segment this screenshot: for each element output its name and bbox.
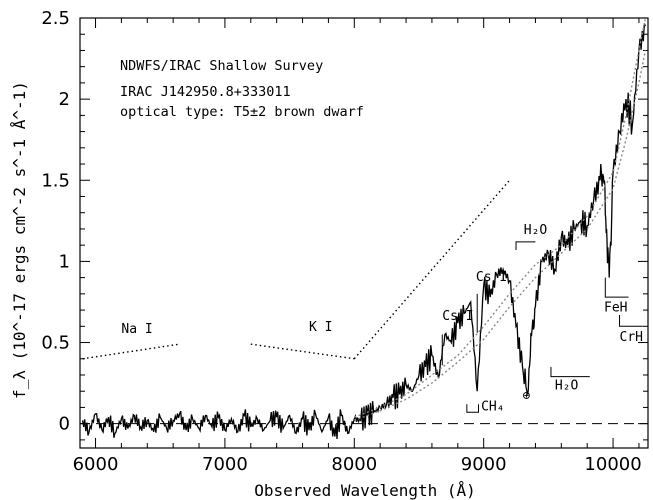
h2o-bracket-lower xyxy=(550,366,590,378)
feature-label: FeH xyxy=(604,301,627,316)
x-tick-label: 8000 xyxy=(331,454,377,475)
plot-frame xyxy=(79,17,649,449)
spectrum-series xyxy=(81,17,647,440)
feature-label: H₂O xyxy=(524,223,548,238)
template-line xyxy=(354,50,647,422)
x-tick-label: 9000 xyxy=(461,454,507,475)
info-line-survey: NDWFS/IRAC Shallow Survey xyxy=(120,58,323,74)
info-line-type: optical type: T5±2 brown dwarf xyxy=(120,104,364,120)
feature-label: Na I xyxy=(121,322,152,337)
feature-label: Cs I xyxy=(476,270,507,285)
spectrum-line xyxy=(81,23,646,440)
y-tick-label: 2.5 xyxy=(41,8,70,29)
continuum-line xyxy=(353,179,511,360)
x-tick-label: 7000 xyxy=(202,454,248,475)
y-tick-label: 0.5 xyxy=(41,333,70,354)
y-tick-label: 1 xyxy=(59,251,70,272)
feature-label: K I xyxy=(309,320,332,335)
x-tick-label: 6000 xyxy=(73,454,119,475)
info-box: NDWFS/IRAC Shallow Survey IRAC J142950.8… xyxy=(120,58,364,120)
feature-markers: Na I K I Cs I Cs I H₂O FeH CrH H₂O CH₄ ⊕ xyxy=(121,223,643,415)
info-line-object: IRAC J142950.8+333011 xyxy=(120,84,291,100)
dotted-continuum-lines xyxy=(82,179,511,360)
continuum-line xyxy=(82,343,180,360)
template-line xyxy=(354,17,647,418)
continuum-line xyxy=(250,343,355,360)
y-tick-label: 1.5 xyxy=(41,170,70,191)
feature-label: CrH xyxy=(620,330,643,345)
crh-bracket xyxy=(619,314,643,327)
feature-label: Cs I xyxy=(442,309,473,324)
x-tick-label: 10000 xyxy=(584,454,641,475)
feature-label: H₂O xyxy=(555,379,579,394)
y-tick-label: 2 xyxy=(59,89,70,110)
axis-labels: Observed Wavelength (Å) f_λ (10^-17 ergs… xyxy=(10,81,476,500)
y-tick-label: 0 xyxy=(59,414,70,435)
y-axis-title: f_λ (10^-17 ergs cm^-2 s^-1 Å^-1) xyxy=(10,81,29,399)
feature-label: CH₄ xyxy=(481,400,504,415)
h2o-bracket-upper xyxy=(515,241,536,251)
ch4-bracket xyxy=(466,404,480,413)
axis-ticks: 6000 7000 8000 9000 10000 0 0.5 1 1.5 2 2.5 xyxy=(41,8,648,475)
x-axis-title: Observed Wavelength (Å) xyxy=(254,481,476,500)
plot-border xyxy=(79,17,649,449)
feature-label: ⊕ xyxy=(522,388,530,403)
feh-bracket xyxy=(604,277,629,298)
